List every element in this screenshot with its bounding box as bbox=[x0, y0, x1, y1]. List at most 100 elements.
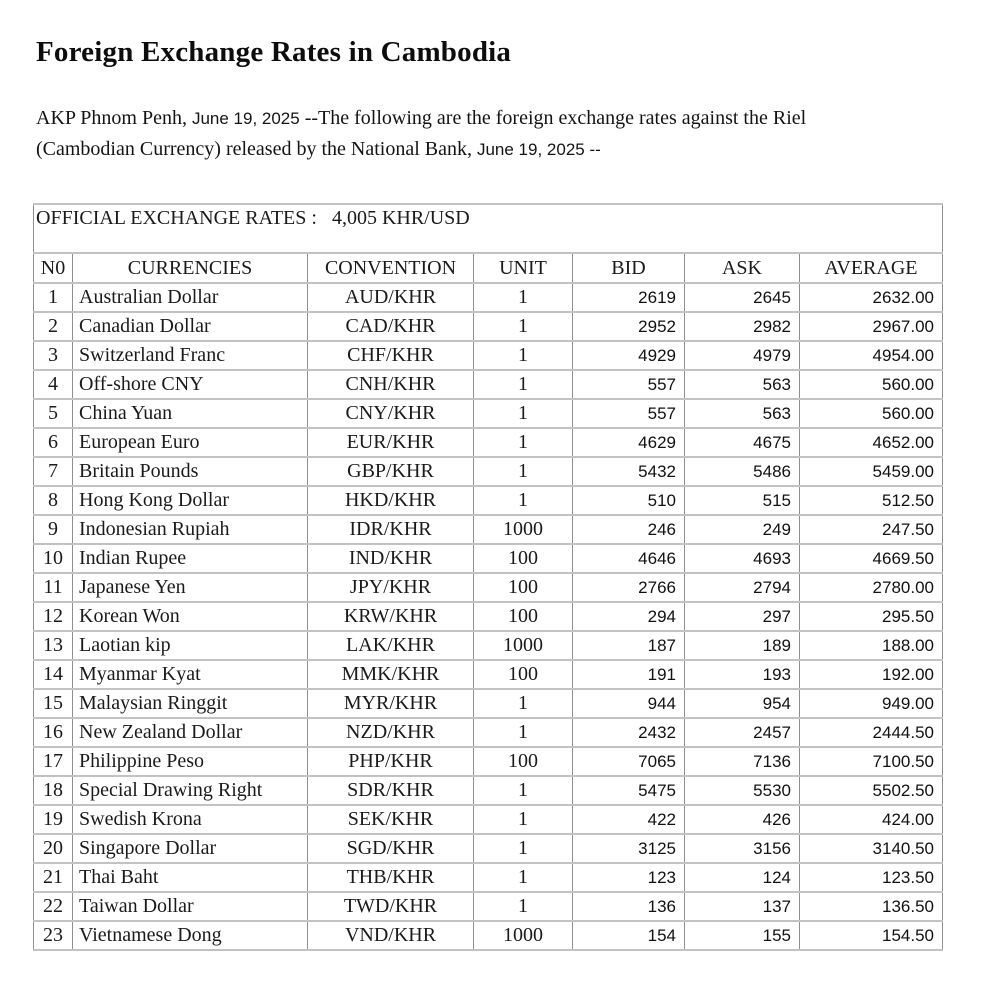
cell-convention: KRW/KHR bbox=[307, 601, 474, 632]
cell-convention: IDR/KHR bbox=[307, 514, 474, 545]
cell-no: 16 bbox=[33, 717, 73, 748]
cell-ask: 4693 bbox=[684, 543, 800, 574]
cell-convention: PHP/KHR bbox=[307, 746, 474, 777]
table-row: 12 Korean Won KRW/KHR 100 294 297 295.50 bbox=[33, 601, 943, 632]
table-row: 15 Malaysian Ringgit MYR/KHR 1 944 954 949.00 bbox=[33, 688, 943, 719]
cell-ask: 4675 bbox=[684, 427, 800, 458]
cell-convention: CHF/KHR bbox=[307, 340, 474, 371]
cell-currency: New Zealand Dollar bbox=[72, 717, 308, 748]
cell-average: 4652.00 bbox=[799, 427, 943, 458]
official-rates-label: OFFICIAL EXCHANGE RATES : bbox=[36, 207, 317, 229]
column-header-currencies: CURRENCIES bbox=[72, 252, 308, 284]
cell-unit: 1 bbox=[473, 311, 573, 342]
cell-convention: LAK/KHR bbox=[307, 630, 474, 661]
cell-convention: JPY/KHR bbox=[307, 572, 474, 603]
cell-bid: 123 bbox=[572, 862, 685, 893]
cell-ask: 249 bbox=[684, 514, 800, 545]
cell-ask: 563 bbox=[684, 369, 800, 400]
cell-no: 5 bbox=[33, 398, 73, 429]
table-row: 16 New Zealand Dollar NZD/KHR 1 2432 2457 2444… bbox=[33, 717, 943, 748]
cell-currency: Indonesian Rupiah bbox=[72, 514, 308, 545]
cell-currency: Japanese Yen bbox=[72, 572, 308, 603]
cell-average: 3140.50 bbox=[799, 833, 943, 864]
cell-bid: 4646 bbox=[572, 543, 685, 574]
cell-no: 9 bbox=[33, 514, 73, 545]
cell-unit: 100 bbox=[473, 659, 573, 690]
exchange-rates-table: OFFICIAL EXCHANGE RATES : 4,005 KHR/USD N… bbox=[33, 203, 943, 951]
cell-currency: Philippine Peso bbox=[72, 746, 308, 777]
cell-unit: 1 bbox=[473, 688, 573, 719]
official-rates-value: 4,005 KHR/USD bbox=[331, 207, 470, 229]
cell-no: 20 bbox=[33, 833, 73, 864]
official-rates-banner: OFFICIAL EXCHANGE RATES : 4,005 KHR/USD bbox=[33, 203, 943, 254]
cell-no: 8 bbox=[33, 485, 73, 516]
cell-no: 18 bbox=[33, 775, 73, 806]
cell-average: 123.50 bbox=[799, 862, 943, 893]
cell-currency: Switzerland Franc bbox=[72, 340, 308, 371]
table-row: 10 Indian Rupee IND/KHR 100 4646 4693 4669.50 bbox=[33, 543, 943, 574]
cell-ask: 5486 bbox=[684, 456, 800, 487]
cell-currency: Special Drawing Right bbox=[72, 775, 308, 806]
cell-unit: 1000 bbox=[473, 630, 573, 661]
cell-average: 136.50 bbox=[799, 891, 943, 922]
cell-convention: SEK/KHR bbox=[307, 804, 474, 835]
cell-currency: Taiwan Dollar bbox=[72, 891, 308, 922]
cell-unit: 100 bbox=[473, 543, 573, 574]
cell-bid: 3125 bbox=[572, 833, 685, 864]
cell-currency: Vietnamese Dong bbox=[72, 920, 308, 951]
cell-unit: 1 bbox=[473, 427, 573, 458]
cell-unit: 100 bbox=[473, 601, 573, 632]
cell-ask: 563 bbox=[684, 398, 800, 429]
cell-unit: 1000 bbox=[473, 514, 573, 545]
cell-unit: 1 bbox=[473, 456, 573, 487]
cell-average: 5502.50 bbox=[799, 775, 943, 806]
cell-average: 192.00 bbox=[799, 659, 943, 690]
cell-ask: 2645 bbox=[684, 282, 800, 313]
cell-convention: CNH/KHR bbox=[307, 369, 474, 400]
cell-ask: 2457 bbox=[684, 717, 800, 748]
cell-bid: 7065 bbox=[572, 746, 685, 777]
cell-no: 17 bbox=[33, 746, 73, 777]
cell-unit: 1 bbox=[473, 485, 573, 516]
cell-no: 7 bbox=[33, 456, 73, 487]
table-row: 23 Vietnamese Dong VND/KHR 1000 154 155 154.50 bbox=[33, 920, 943, 951]
cell-currency: Indian Rupee bbox=[72, 543, 308, 574]
cell-currency: Swedish Krona bbox=[72, 804, 308, 835]
cell-no: 11 bbox=[33, 572, 73, 603]
cell-average: 512.50 bbox=[799, 485, 943, 516]
cell-currency: Laotian kip bbox=[72, 630, 308, 661]
header-row: N0 CURRENCIES CONVENTION UNIT BID ASK AV… bbox=[33, 252, 943, 284]
page-title: Foreign Exchange Rates in Cambodia bbox=[36, 36, 512, 68]
cell-ask: 426 bbox=[684, 804, 800, 835]
cell-average: 2632.00 bbox=[799, 282, 943, 313]
cell-currency: Myanmar Kyat bbox=[72, 659, 308, 690]
column-header-bid: BID bbox=[572, 252, 685, 284]
cell-ask: 2794 bbox=[684, 572, 800, 603]
cell-average: 4954.00 bbox=[799, 340, 943, 371]
cell-no: 15 bbox=[33, 688, 73, 719]
cell-ask: 297 bbox=[684, 601, 800, 632]
cell-bid: 5475 bbox=[572, 775, 685, 806]
cell-average: 949.00 bbox=[799, 688, 943, 719]
cell-average: 560.00 bbox=[799, 398, 943, 429]
cell-currency: Australian Dollar bbox=[72, 282, 308, 313]
cell-bid: 5432 bbox=[572, 456, 685, 487]
cell-ask: 137 bbox=[684, 891, 800, 922]
table-row: 18 Special Drawing Right SDR/KHR 1 5475 5530 5… bbox=[33, 775, 943, 806]
cell-unit: 1 bbox=[473, 340, 573, 371]
cell-convention: GBP/KHR bbox=[307, 456, 474, 487]
cell-unit: 1 bbox=[473, 775, 573, 806]
cell-convention: SDR/KHR bbox=[307, 775, 474, 806]
cell-bid: 294 bbox=[572, 601, 685, 632]
cell-average: 7100.50 bbox=[799, 746, 943, 777]
table-row: 20 Singapore Dollar SGD/KHR 1 3125 3156 3140.5… bbox=[33, 833, 943, 864]
cell-bid: 557 bbox=[572, 398, 685, 429]
table-row: 22 Taiwan Dollar TWD/KHR 1 136 137 136.50 bbox=[33, 891, 943, 922]
cell-ask: 155 bbox=[684, 920, 800, 951]
cell-bid: 154 bbox=[572, 920, 685, 951]
cell-ask: 7136 bbox=[684, 746, 800, 777]
cell-ask: 124 bbox=[684, 862, 800, 893]
cell-convention: VND/KHR bbox=[307, 920, 474, 951]
table-row: 5 China Yuan CNY/KHR 1 557 563 560.00 bbox=[33, 398, 943, 429]
cell-unit: 100 bbox=[473, 572, 573, 603]
